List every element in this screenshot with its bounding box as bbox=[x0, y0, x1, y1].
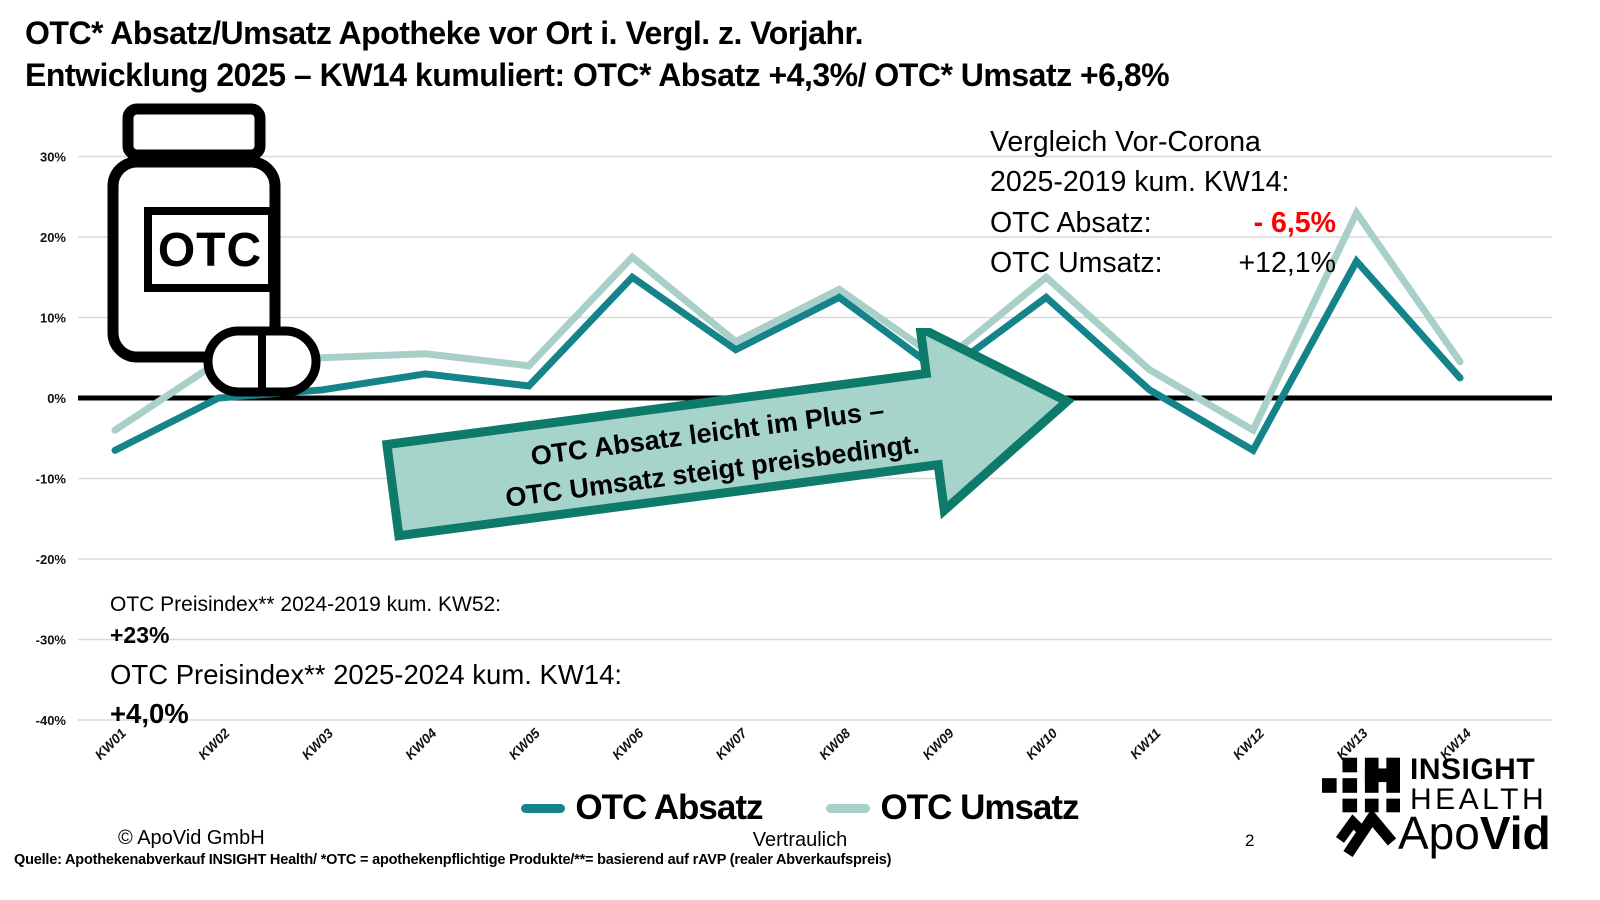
comparison-absatz-label: OTC Absatz: bbox=[990, 206, 1152, 239]
pre-corona-comparison-box: Vergleich Vor-Corona 2025-2019 kum. KW14… bbox=[990, 122, 1336, 284]
comparison-umsatz-value: +12,1% bbox=[1238, 247, 1336, 280]
apovid-logo: ApoVid bbox=[1336, 806, 1551, 860]
insight-health-logo: INSIGHT HEALTH bbox=[1322, 755, 1547, 815]
comparison-absatz-value: - 6,5% bbox=[1253, 206, 1336, 239]
preisindex-line-1: OTC Preisindex** 2024-2019 kum. KW52: bbox=[110, 593, 502, 616]
bottle-label-text: OTC bbox=[158, 224, 262, 277]
arrow-shape bbox=[381, 328, 1076, 541]
preisindex-line-2: OTC Preisindex** 2025-2024 kum. KW14: bbox=[110, 659, 623, 690]
x-tick-label: KW08 bbox=[816, 725, 853, 762]
legend-swatch-umsatz bbox=[826, 803, 871, 813]
page-title: OTC* Absatz/Umsatz Apotheke vor Ort i. V… bbox=[25, 12, 1170, 96]
source-note: Quelle: Apothekenabverkauf INSIGHT Healt… bbox=[14, 852, 892, 868]
bottle-label-box bbox=[144, 207, 276, 292]
preisindex-block: OTC Preisindex** 2024-2019 kum. KW52: +2… bbox=[110, 592, 622, 732]
y-tick-label: -30% bbox=[36, 633, 67, 648]
confidential-text: Vertraulich bbox=[752, 829, 848, 851]
legend-label-umsatz: OTC Umsatz bbox=[880, 788, 1079, 827]
apovid-logo-text: ApoVid bbox=[1398, 806, 1551, 859]
y-tick-label: -40% bbox=[36, 713, 67, 728]
insight-logo-line-1: INSIGHT bbox=[1410, 753, 1536, 786]
series-line-otc-absatz bbox=[111, 255, 1464, 456]
y-tick-label: 30% bbox=[40, 150, 66, 165]
title-line-2: Entwicklung 2025 – KW14 kumuliert: OTC* … bbox=[25, 57, 1170, 94]
series-line-otc-umsatz bbox=[111, 205, 1464, 436]
x-tick-label: KW09 bbox=[920, 725, 957, 762]
x-tick-label: KW12 bbox=[1230, 725, 1267, 762]
y-tick-label: 20% bbox=[40, 230, 66, 245]
bottle-cap bbox=[122, 103, 266, 161]
y-tick-label: -20% bbox=[36, 552, 67, 567]
otc-bottle-icon: OTC bbox=[107, 103, 321, 397]
apovid-logo-icon bbox=[1336, 808, 1396, 858]
y-tick-label: -10% bbox=[36, 472, 67, 487]
y-tick-label: 0% bbox=[47, 391, 66, 406]
comparison-absatz-row: OTC Absatz: - 6,5% bbox=[990, 203, 1336, 243]
legend-swatch-absatz bbox=[521, 803, 566, 813]
copyright-text: © ApoVid GmbH bbox=[118, 827, 265, 849]
page-number: 2 bbox=[1245, 831, 1255, 850]
y-tick-label: 10% bbox=[40, 311, 66, 326]
comparison-umsatz-label: OTC Umsatz: bbox=[990, 247, 1163, 280]
comparison-subheading: 2025-2019 kum. KW14: bbox=[990, 166, 1290, 199]
x-tick-label: KW10 bbox=[1023, 725, 1060, 762]
legend-item-umsatz: OTC Umsatz bbox=[826, 788, 1080, 828]
legend-label-absatz: OTC Absatz bbox=[575, 788, 763, 827]
insight-logo-line-2: HEALTH bbox=[1410, 783, 1548, 816]
x-tick-label: KW07 bbox=[713, 724, 751, 762]
comparison-heading: Vergleich Vor-Corona bbox=[990, 126, 1261, 158]
preisindex-value-2: +4,0% bbox=[110, 698, 189, 730]
callout-arrow bbox=[381, 328, 1076, 541]
preisindex-value-1: +23% bbox=[110, 622, 170, 649]
title-line-1: OTC* Absatz/Umsatz Apotheke vor Ort i. V… bbox=[25, 15, 864, 51]
chart-legend: OTC Absatz OTC Umsatz bbox=[0, 788, 1600, 828]
comparison-umsatz-row: OTC Umsatz: +12,1% bbox=[990, 243, 1336, 283]
legend-item-absatz: OTC Absatz bbox=[521, 788, 763, 828]
x-tick-label: KW11 bbox=[1127, 726, 1163, 762]
apovid-text-bold: Vid bbox=[1479, 806, 1551, 859]
insight-health-logo-text: INSIGHT HEALTH bbox=[1410, 755, 1547, 815]
insight-health-logo-icon bbox=[1322, 757, 1400, 813]
apovid-text-normal: Apo bbox=[1398, 806, 1480, 859]
